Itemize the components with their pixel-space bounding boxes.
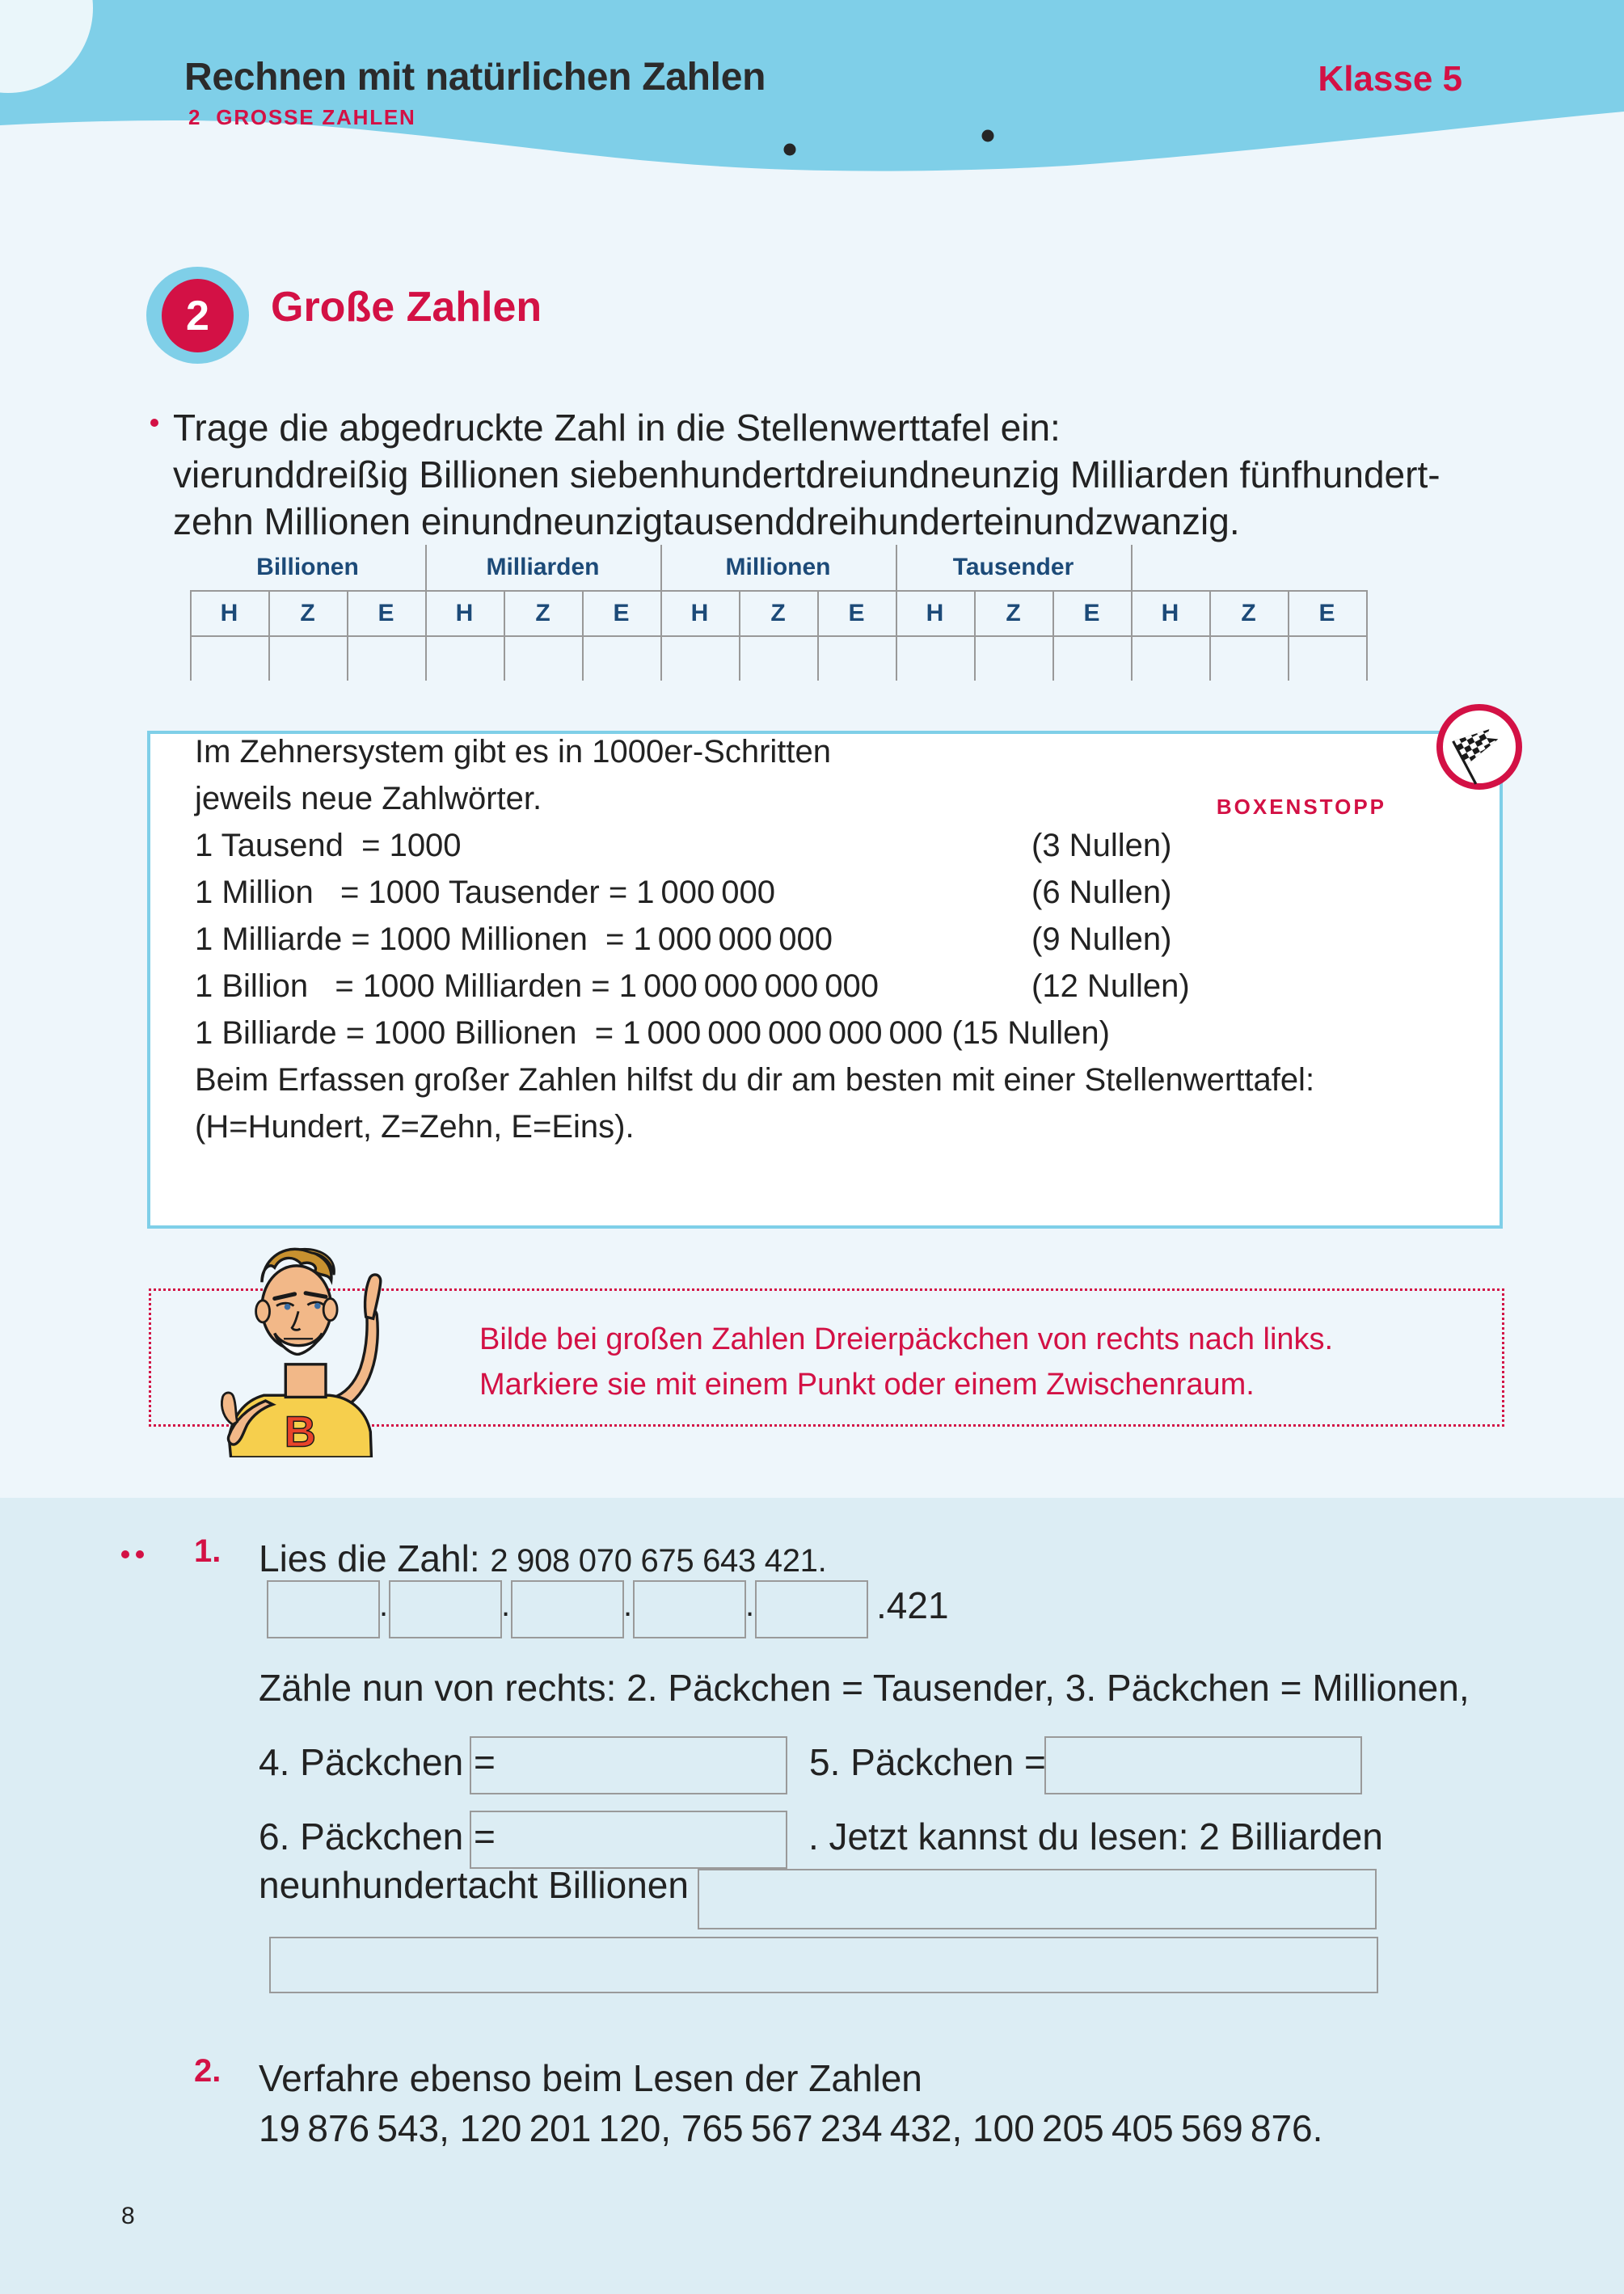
svg-text:B: B [285,1407,316,1456]
